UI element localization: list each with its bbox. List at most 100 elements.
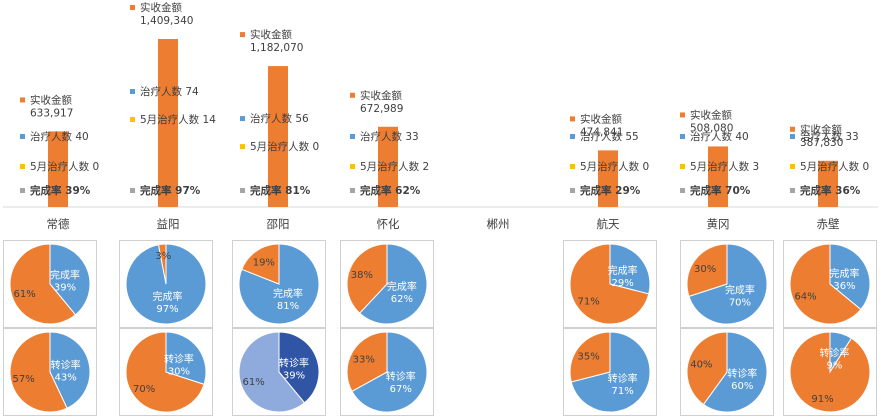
pie-center-label: 转诊率 [819,347,849,360]
pie-center-label: 完成率 [608,264,638,277]
legend-swatch [790,126,795,132]
legend-swatch [130,188,135,193]
pie-main-value: 36% [833,281,855,292]
data-label-amount-title: 实收金额 [30,93,72,106]
pie-center-label: 完成率 [387,280,417,293]
pie-main-value: 43% [54,373,76,384]
pie-rest-value: 40% [690,360,712,371]
data-label-rate: 完成率 62% [360,184,421,197]
pie-rest-value: 61% [242,377,264,388]
data-label-amount-value: 672,989 [360,103,403,115]
completion-pie-5: 完成率 70% 30% [680,240,774,328]
pie-slice-rest [686,331,728,406]
pie-main-value: 67% [390,384,412,395]
pie-slice-main [609,243,651,295]
pie-center-label: 转诊率 [51,359,81,372]
pie-main-value: 9% [827,361,843,372]
legend-swatch [570,164,575,169]
pie-center-label: 完成率 [153,290,183,303]
legend-swatch [790,164,795,169]
completion-pie-6: 完成率 36% 64% [783,240,877,328]
data-label-patients: 治疗人数 40 [690,130,749,143]
legend-swatch [790,134,795,139]
pie-slice-rest [569,331,611,383]
legend-swatch [130,89,135,94]
data-label-patients: 治疗人数 33 [360,130,419,143]
pie-slice-main [570,331,651,413]
legend-swatch [350,164,355,169]
pie-center-label: 转诊率 [608,372,638,385]
data-label-patients: 治疗人数 33 [800,130,859,143]
pie-main-value: 81% [277,301,299,312]
data-label-may-patients: 5月治疗人数 3 [690,160,759,173]
pie-slice-main [829,243,871,311]
pie-main-value: 39% [283,371,305,382]
data-label-amount-title: 实收金额 [250,28,292,41]
pie-slice-rest [9,331,68,413]
legend-swatch [790,188,795,193]
pie-slice-main [688,243,768,325]
legend-swatch [240,188,245,193]
legend-swatch [240,32,245,38]
data-label-rate: 完成率 39% [30,184,91,197]
pie-slice-main [49,243,91,316]
data-label-may-patients: 5月治疗人数 14 [140,113,216,126]
legend-swatch [350,92,355,98]
legend-swatch [240,144,245,150]
completion-pie-2: 完成率 81% 19% [232,240,326,328]
data-label-amount-value: 508,080 [690,122,733,134]
legend-swatch [130,117,135,122]
pie-slice-main [49,331,91,409]
pie-main-value: 30% [168,367,190,378]
pie-rest-value: 38% [351,270,373,281]
data-label-rate: 完成率 70% [690,184,751,197]
x-tick-label: 航天 [597,217,620,231]
legend-swatch [350,134,355,139]
pie-main-value: 62% [391,294,413,305]
referral-pie-1: 转诊率 30% 70% [119,328,213,416]
completion-pie-0: 完成率 39% 61% [3,240,97,328]
data-label-patients: 治疗人数 40 [30,130,89,143]
pie-slice-main [702,331,768,413]
pie-slice-main [358,243,428,325]
pie-center-label: 转诊率 [164,353,194,366]
data-label-amount-value: 1,182,070 [250,42,303,54]
legend-swatch [680,134,685,139]
pie-center-label: 完成率 [829,267,859,280]
pie-slice-rest [789,243,862,325]
legend-swatch [130,5,135,10]
pie-rest-value: 64% [794,291,816,302]
legend-swatch [680,164,685,169]
legend-swatch [20,97,25,103]
pie-slice-rest [241,243,280,285]
data-label-rate: 完成率 97% [140,184,201,197]
amount-bar [818,160,838,207]
data-label-may-patients: 5月治疗人数 0 [30,160,99,173]
completion-pie-4: 完成率 29% 71% [563,240,657,328]
pie-slice-rest [569,243,650,325]
pie-center-label: 转诊率 [279,357,309,370]
legend-swatch [240,116,245,122]
pie-slice-rest [346,331,388,392]
data-label-patients: 治疗人数 55 [580,130,639,143]
data-label-may-patients: 5月治疗人数 0 [800,160,869,173]
completion-pie-3: 完成率 62% 38% [340,240,434,328]
referral-pie-5: 转诊率 60% 40% [680,328,774,416]
completion-pie-1: 完成率 97% 3% [119,240,213,328]
data-label-may-patients: 5月治疗人数 2 [360,160,429,173]
pie-main-value: 70% [729,297,751,308]
pie-rest-value: 57% [13,374,35,385]
pie-slice-main [351,331,428,413]
pie-rest-value: 19% [253,258,275,269]
pie-slice-rest [789,331,871,413]
referral-pie-6: 转诊率 9% 91% [783,328,877,416]
x-tick-label: 邵阳 [267,217,290,231]
pie-slice-rest [157,243,167,285]
data-label-amount-title: 实收金额 [690,108,732,121]
pie-slice-main [165,331,207,385]
